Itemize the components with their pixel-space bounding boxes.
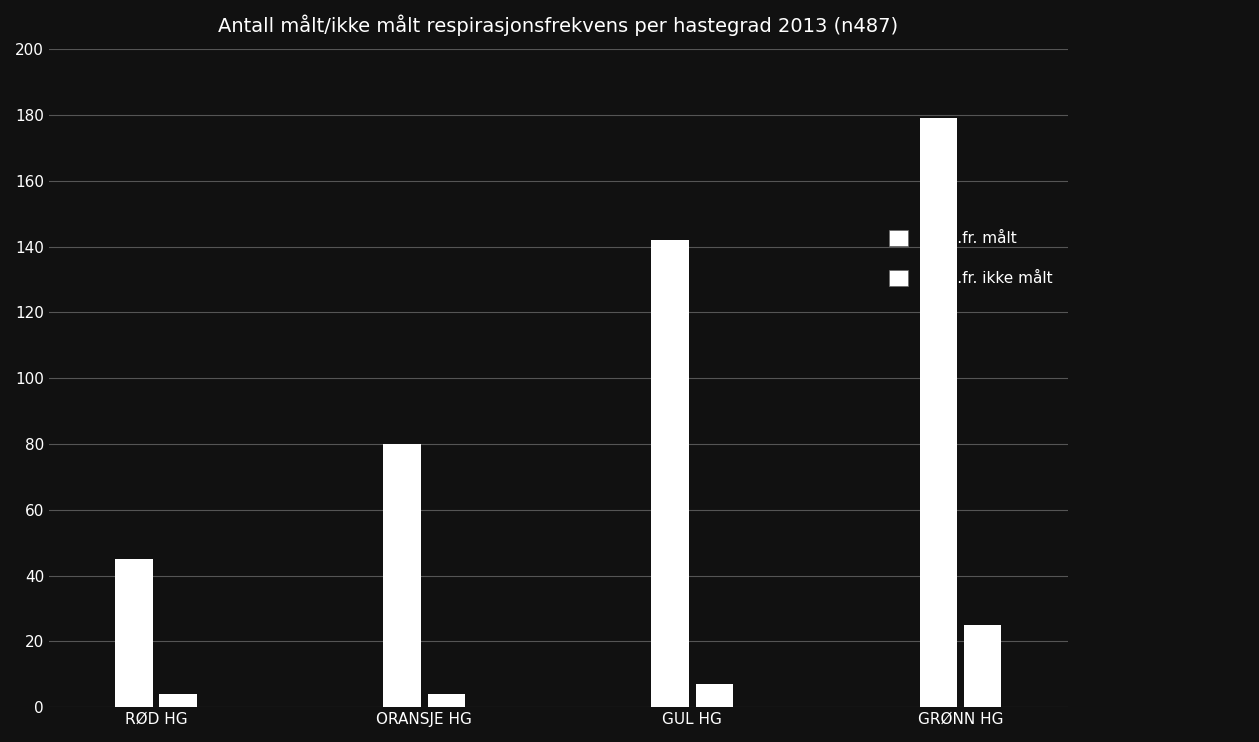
Bar <box>428 694 465 707</box>
Bar <box>651 240 689 707</box>
Bar <box>919 118 957 707</box>
Title: Antall målt/ikke målt respirasjonsfrekvens per hastegrad 2013 (n487): Antall målt/ikke målt respirasjonsfrekve… <box>218 15 899 36</box>
Bar <box>383 444 421 707</box>
Legend: Resp.fr. målt, Resp.fr. ikke målt: Resp.fr. målt, Resp.fr. ikke målt <box>881 221 1060 294</box>
Bar <box>696 684 733 707</box>
Bar <box>160 694 196 707</box>
Bar <box>116 559 152 707</box>
Bar <box>964 625 1001 707</box>
